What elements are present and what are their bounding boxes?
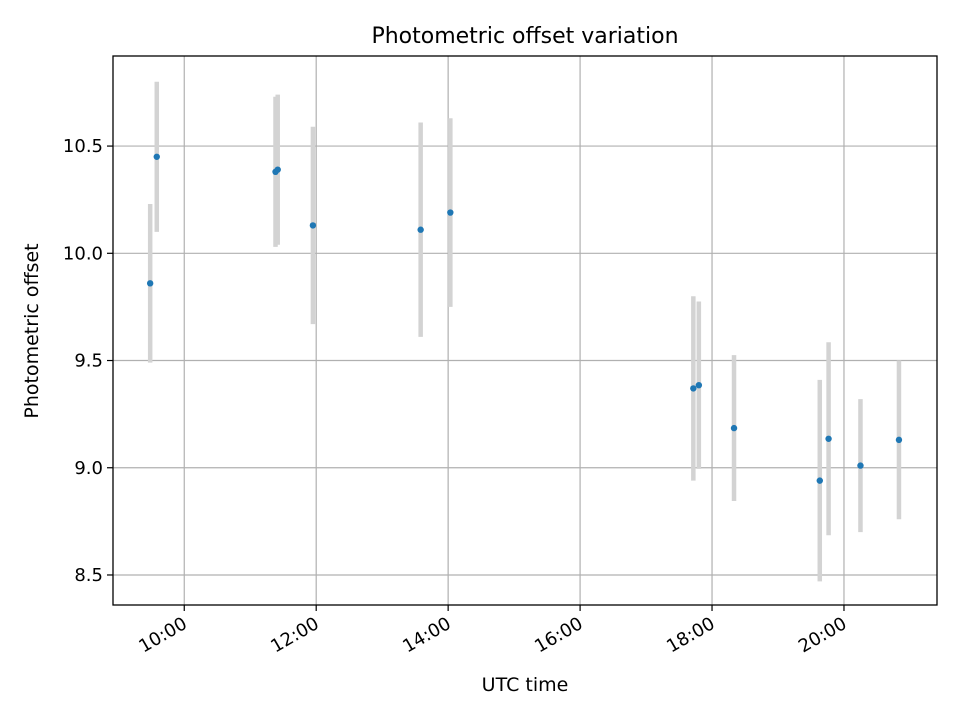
data-point [730,424,738,432]
chart-title: Photometric offset variation [371,24,678,49]
y-axis-ticks: 8.5 9.0 9.5 10.0 10.5 [63,136,113,586]
data-point [695,381,703,389]
data-point [816,477,823,484]
y-tick-label: 8.5 [74,565,103,586]
data-point [825,435,832,442]
plot-frame [112,55,938,606]
error-bars [147,81,902,582]
data-point [447,209,454,216]
data-point [690,385,697,392]
x-tick-label: 16:00 [531,613,586,657]
x-axis-ticks: 10:00 12:00 14:00 16:00 18:00 20:00 [135,605,850,657]
y-tick-label: 9.5 [74,351,103,372]
x-tick-label: 18:00 [663,613,718,657]
data-point [274,166,281,173]
data-point [146,280,154,287]
x-tick-label: 20:00 [795,613,850,657]
x-tick-label: 10:00 [135,613,190,657]
data-points [146,153,903,484]
y-tick-label: 10.0 [63,243,103,264]
data-point [153,153,160,160]
y-tick-label: 10.5 [63,136,103,157]
data-point [309,222,317,229]
y-tick-label: 9.0 [74,458,103,479]
data-point [857,462,864,469]
x-axis-label: UTC time [482,674,569,696]
grid-lines [113,56,937,605]
data-point [895,436,903,444]
x-tick-label: 12:00 [267,613,322,657]
y-axis-label: Photometric offset [21,243,43,418]
data-point [417,226,424,233]
x-tick-label: 14:00 [399,613,454,657]
